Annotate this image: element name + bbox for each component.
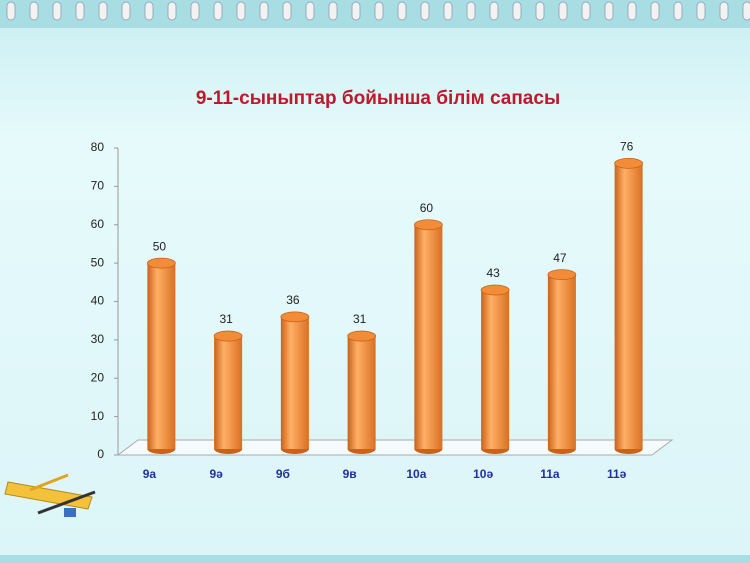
bar <box>547 274 576 449</box>
bar <box>614 163 643 449</box>
bar-cap <box>280 311 310 323</box>
y-tick-label: 0 <box>97 447 104 461</box>
bar-cap <box>347 330 377 342</box>
bar <box>414 224 443 449</box>
y-tick-label: 10 <box>91 409 105 423</box>
bar-cap <box>213 330 243 342</box>
binding-rings <box>0 0 750 28</box>
bar <box>214 336 243 449</box>
y-tick-label: 50 <box>91 255 105 269</box>
x-tick-label: 9б <box>276 467 290 481</box>
bar-cap <box>614 157 644 169</box>
bar <box>280 316 309 449</box>
bar <box>481 289 510 449</box>
chart-floor <box>116 439 674 456</box>
bar-cap <box>146 257 176 269</box>
value-label: 47 <box>553 251 567 265</box>
y-tick-label: 40 <box>91 294 105 308</box>
bar-cap <box>547 269 577 281</box>
bar <box>347 336 376 449</box>
bar <box>147 263 176 449</box>
value-label: 36 <box>286 293 300 307</box>
ruler-pencil-icon <box>4 473 96 517</box>
value-label: 76 <box>620 140 634 154</box>
value-label: 31 <box>219 312 233 326</box>
bottom-band <box>0 555 750 563</box>
bar-cap <box>480 284 510 296</box>
y-tick-label: 80 <box>91 140 105 154</box>
y-tick-label: 20 <box>91 370 105 384</box>
x-tick-label: 9в <box>343 467 357 481</box>
x-tick-label: 10а <box>406 467 426 481</box>
bar-cap <box>413 219 443 231</box>
chart-title: 9-11-сыныптар бойынша білім сапасы <box>196 88 560 109</box>
x-tick-label: 11а <box>540 467 560 481</box>
x-tick-label: 9а <box>143 467 157 481</box>
value-label: 43 <box>486 266 500 280</box>
value-label: 60 <box>420 201 434 215</box>
y-tick-label: 30 <box>91 332 105 346</box>
y-tick-label: 60 <box>91 217 105 231</box>
x-tick-label: 9ә <box>209 467 223 481</box>
value-label: 31 <box>353 312 367 326</box>
y-tick-label: 70 <box>91 179 105 193</box>
x-tick-label: 11ә <box>607 467 627 481</box>
value-label: 50 <box>153 239 167 253</box>
x-tick-label: 10ә <box>473 467 493 481</box>
